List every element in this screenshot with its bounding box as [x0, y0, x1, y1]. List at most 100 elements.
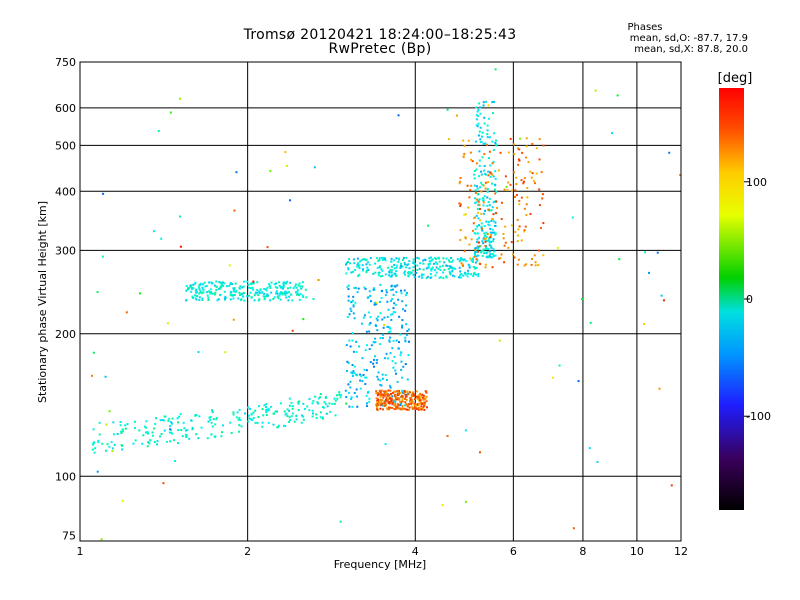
data-point: [470, 238, 473, 241]
data-point: [493, 100, 496, 103]
data-point: [529, 170, 532, 173]
data-point: [493, 231, 496, 234]
data-point: [486, 239, 489, 242]
data-point: [476, 193, 479, 196]
data-point: [518, 225, 521, 228]
data-point: [471, 229, 474, 232]
data-point: [396, 264, 399, 267]
noise-point: [647, 271, 650, 274]
data-point: [384, 404, 387, 407]
data-point: [491, 256, 494, 259]
data-point: [385, 289, 388, 292]
data-point: [356, 291, 359, 294]
data-point: [415, 271, 418, 274]
data-point: [380, 392, 383, 395]
data-point: [284, 293, 287, 296]
data-point: [523, 177, 526, 180]
data-point: [358, 345, 361, 348]
data-point: [148, 442, 151, 445]
data-point: [411, 407, 414, 410]
data-point: [195, 433, 198, 436]
data-point: [401, 324, 404, 327]
data-point: [478, 203, 481, 206]
data-point: [489, 164, 492, 167]
data-point: [170, 422, 173, 425]
data-point: [487, 201, 490, 204]
data-point: [221, 284, 224, 287]
data-point: [339, 396, 342, 399]
data-point: [490, 234, 493, 237]
data-point: [180, 428, 183, 431]
data-point: [285, 412, 288, 415]
data-point: [232, 290, 235, 293]
data-point: [243, 280, 246, 283]
data-point: [478, 102, 481, 105]
data-point: [401, 408, 404, 411]
data-point: [281, 293, 284, 296]
data-point: [399, 403, 402, 406]
data-point: [460, 262, 463, 265]
x-tick-label: 8: [579, 545, 586, 558]
data-point: [477, 250, 480, 253]
data-point: [381, 318, 384, 321]
data-point: [230, 432, 233, 435]
data-point: [486, 190, 489, 193]
data-point: [296, 291, 299, 294]
data-point: [477, 199, 480, 202]
data-point: [347, 268, 350, 271]
data-point: [289, 286, 292, 289]
data-point: [302, 295, 305, 298]
data-point: [232, 287, 235, 290]
data-point: [369, 361, 372, 364]
data-point: [393, 259, 396, 262]
data-point: [517, 234, 520, 237]
data-point: [407, 328, 410, 331]
noise-point: [589, 321, 592, 324]
data-point: [539, 226, 542, 229]
data-point: [422, 259, 425, 262]
data-point: [363, 368, 366, 371]
data-point: [258, 290, 261, 293]
data-point: [365, 269, 368, 272]
x-tick-label: 1: [77, 545, 84, 558]
data-point: [199, 282, 202, 285]
data-point: [347, 361, 350, 364]
data-point: [405, 393, 408, 396]
data-point: [385, 391, 388, 394]
data-point: [403, 289, 406, 292]
data-point: [278, 284, 281, 287]
data-point: [494, 192, 497, 195]
data-point: [466, 272, 469, 275]
data-point: [516, 147, 519, 150]
data-point: [156, 440, 159, 443]
data-point: [477, 217, 480, 220]
data-point: [399, 351, 402, 354]
data-point: [412, 266, 415, 269]
data-point: [525, 137, 528, 140]
data-point: [399, 400, 402, 403]
data-point: [324, 396, 327, 399]
data-point: [401, 407, 404, 410]
data-point: [249, 418, 252, 421]
data-point: [334, 399, 337, 402]
data-point: [348, 405, 351, 408]
data-point: [478, 130, 481, 133]
data-point: [364, 287, 367, 290]
data-point: [248, 407, 251, 410]
data-point: [409, 391, 412, 394]
y-tick-label: 200: [55, 328, 76, 341]
noise-point: [523, 229, 526, 232]
y-axis-label: Stationary phase Virtual Height [km]: [36, 201, 49, 403]
data-point: [483, 165, 486, 168]
data-point: [414, 403, 417, 406]
data-point: [480, 222, 483, 225]
data-point: [257, 299, 260, 302]
data-point: [314, 395, 317, 398]
data-point: [213, 284, 216, 287]
data-point: [278, 281, 281, 284]
data-point: [398, 398, 401, 401]
data-point: [279, 402, 282, 405]
data-point: [478, 150, 481, 153]
data-point: [304, 288, 307, 291]
data-point: [365, 330, 368, 333]
